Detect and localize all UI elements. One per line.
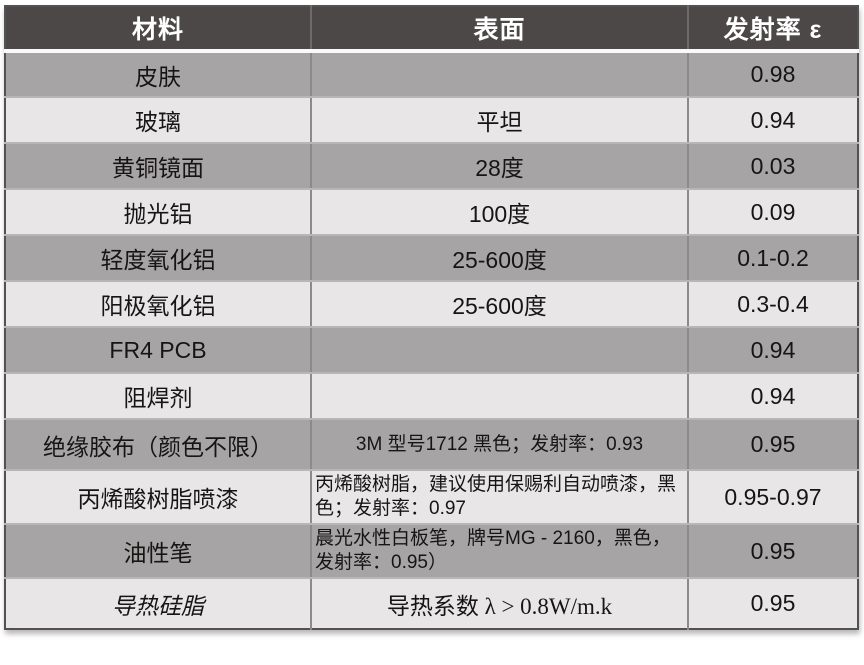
cell-surface [310, 51, 688, 98]
table-row: 阳极氧化铝 25-600度 0.3-0.4 [5, 281, 858, 328]
column-header-surface: 表面 [310, 6, 688, 53]
table-row: 皮肤 0.98 [5, 51, 858, 98]
cell-surface: 平坦 [310, 97, 688, 144]
cell-material: 阻焊剂 [5, 373, 311, 420]
table-row: 绝缘胶布（颜色不限） 3M 型号1712 黑色；发射率：0.93 0.95 [5, 419, 858, 471]
cell-emissivity: 0.95 [687, 524, 858, 579]
cell-emissivity: 0.03 [687, 143, 858, 190]
cell-material: 皮肤 [5, 51, 311, 98]
header-row: 材料 表面 发射率 ε [5, 6, 858, 53]
cell-surface: 25-600度 [310, 281, 688, 328]
cell-emissivity: 0.95 [687, 578, 858, 629]
table-row: 导热硅脂 导热系数 λ > 0.8W/m.k 0.95 [5, 578, 858, 629]
cell-emissivity: 0.09 [687, 189, 858, 236]
cell-material: 轻度氧化铝 [5, 235, 311, 282]
table-row: 玻璃 平坦 0.94 [5, 97, 858, 144]
cell-emissivity: 0.3-0.4 [687, 281, 858, 328]
cell-emissivity: 0.95 [687, 419, 858, 471]
cell-material: 黄铜镜面 [5, 143, 311, 190]
cell-surface: 28度 [310, 143, 688, 190]
cell-material: 抛光铝 [5, 189, 311, 236]
cell-material: 导热硅脂 [5, 578, 311, 629]
table-row: 黄铜镜面 28度 0.03 [5, 143, 858, 190]
table-row: FR4 PCB 0.94 [5, 327, 858, 374]
cell-surface: 晨光水性白板笔，牌号MG - 2160，黑色，发射率：0.95） [310, 524, 688, 579]
table-row: 抛光铝 100度 0.09 [5, 189, 858, 236]
cell-material: 绝缘胶布（颜色不限） [5, 419, 311, 471]
page: 材料 表面 发射率 ε 皮肤 0.98 玻璃 平坦 0.94 黄铜镜面 28度 … [4, 5, 859, 630]
cell-material: 丙烯酸树脂喷漆 [5, 470, 311, 525]
cell-surface: 丙烯酸树脂，建议使用保赐利自动喷漆，黑色；发射率：0.97 [310, 470, 688, 525]
cell-emissivity: 0.94 [687, 327, 858, 374]
emissivity-table: 材料 表面 发射率 ε 皮肤 0.98 玻璃 平坦 0.94 黄铜镜面 28度 … [4, 5, 859, 630]
cell-surface: 3M 型号1712 黑色；发射率：0.93 [310, 419, 688, 471]
table-row: 油性笔 晨光水性白板笔，牌号MG - 2160，黑色，发射率：0.95） 0.9… [5, 524, 858, 579]
cell-material: FR4 PCB [5, 327, 311, 374]
table-row: 轻度氧化铝 25-600度 0.1-0.2 [5, 235, 858, 282]
cell-emissivity: 0.1-0.2 [687, 235, 858, 282]
cell-emissivity: 0.94 [687, 97, 858, 144]
cell-material: 阳极氧化铝 [5, 281, 311, 328]
cell-surface: 100度 [310, 189, 688, 236]
cell-material: 油性笔 [5, 524, 311, 579]
cell-surface [310, 327, 688, 374]
cell-material: 玻璃 [5, 97, 311, 144]
cell-surface: 导热系数 λ > 0.8W/m.k [310, 578, 688, 629]
table-row: 阻焊剂 0.94 [5, 373, 858, 420]
cell-emissivity: 0.95-0.97 [687, 470, 858, 525]
cell-surface: 25-600度 [310, 235, 688, 282]
column-header-emissivity: 发射率 ε [687, 6, 858, 53]
column-header-material: 材料 [5, 6, 311, 53]
cell-surface [310, 373, 688, 420]
cell-emissivity: 0.94 [687, 373, 858, 420]
table-row: 丙烯酸树脂喷漆 丙烯酸树脂，建议使用保赐利自动喷漆，黑色；发射率：0.97 0.… [5, 470, 858, 525]
cell-emissivity: 0.98 [687, 51, 858, 98]
